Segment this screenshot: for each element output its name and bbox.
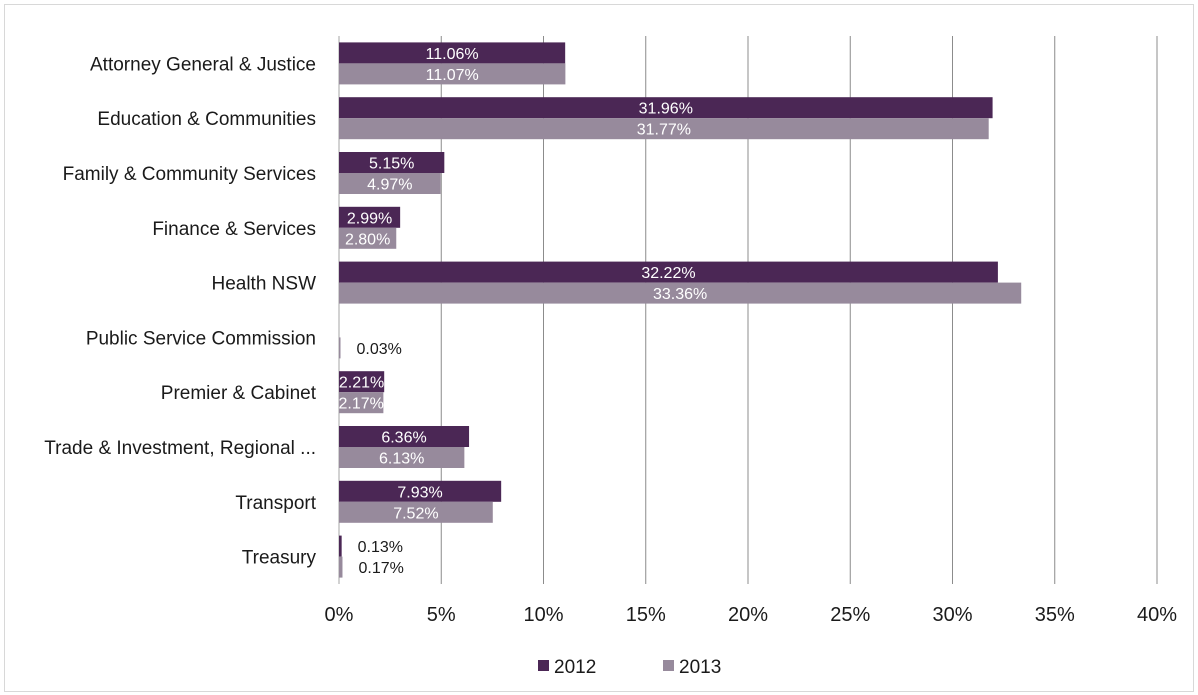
category-label: Attorney General & Justice [90, 54, 316, 75]
bar-2013 [339, 392, 384, 414]
x-tick-label: 25% [830, 604, 870, 626]
data-label: 7.52% [393, 505, 438, 522]
data-label: 0.03% [357, 341, 402, 358]
data-label: 5.15% [369, 156, 414, 173]
data-label: 6.13% [379, 451, 424, 468]
data-label: 2.80% [345, 231, 390, 248]
category-labels: Attorney General & Justice Education & Co… [44, 54, 316, 568]
x-axis-ticks: 0% 5% 10% 15% 20% 25% 30% 35% 40% [325, 604, 1178, 626]
bar-2012 [339, 42, 566, 64]
legend-swatch-2012 [538, 660, 549, 671]
bar-2012 [339, 371, 385, 393]
data-label: 33.36% [653, 286, 707, 303]
data-label: 31.77% [637, 122, 691, 139]
bar-2012 [339, 535, 342, 557]
bar-2013 [339, 447, 465, 468]
x-tick-label: 10% [523, 604, 563, 626]
category-label: Family & Community Services [63, 164, 316, 185]
category-label: Trade & Investment, Regional ... [44, 438, 316, 459]
legend-label: 2012 [554, 657, 596, 678]
x-tick-label: 30% [932, 604, 972, 626]
data-label: 31.96% [639, 101, 693, 118]
data-label: 7.93% [397, 484, 442, 501]
legend-label: 2013 [679, 657, 721, 678]
bar-2012 [339, 206, 401, 228]
category-label: Treasury [242, 548, 317, 569]
data-label: 6.36% [381, 430, 426, 447]
x-tick-label: 35% [1035, 604, 1075, 626]
category-label: Health NSW [211, 274, 316, 295]
x-tick-label: 40% [1137, 604, 1177, 626]
data-label: 11.07% [426, 67, 479, 84]
data-label: 32.22% [641, 265, 695, 282]
data-label: 0.13% [358, 539, 403, 556]
bars: 11.06% 11.07% 31.96% 31.77% 5.15% 4.97% 2.99% 2… [339, 42, 1022, 578]
x-tick-label: 20% [728, 604, 768, 626]
data-label: 4.97% [367, 177, 412, 194]
bar-2013 [339, 118, 989, 140]
bar-2013 [339, 337, 341, 359]
category-label: Public Service Commission [86, 328, 316, 349]
data-label: 11.06% [426, 46, 479, 63]
x-tick-label: 5% [427, 604, 456, 626]
bar-2012 [339, 261, 998, 283]
bar-2013 [339, 556, 343, 578]
data-label: 0.17% [358, 560, 403, 577]
x-tick-label: 0% [325, 604, 354, 626]
category-label: Transport [235, 493, 316, 514]
category-label: Premier & Cabinet [161, 383, 317, 404]
bar-2012 [339, 426, 470, 447]
bar-2012 [339, 480, 502, 502]
category-label: Finance & Services [152, 219, 316, 240]
bar-2012 [339, 152, 445, 173]
bar-2013 [339, 227, 397, 249]
bar-2013 [339, 63, 566, 85]
legend: 2012 2013 [538, 657, 721, 678]
bar-2013 [339, 282, 1022, 304]
bar-2013 [339, 173, 441, 194]
bar-2013 [339, 501, 493, 523]
bar-2012 [339, 97, 993, 119]
data-label: 2.99% [347, 210, 392, 227]
legend-swatch-2013 [663, 660, 674, 671]
category-label: Education & Communities [97, 109, 316, 130]
data-label: 2.21% [339, 375, 384, 392]
x-tick-label: 15% [626, 604, 666, 626]
data-label: 2.17% [339, 396, 384, 413]
